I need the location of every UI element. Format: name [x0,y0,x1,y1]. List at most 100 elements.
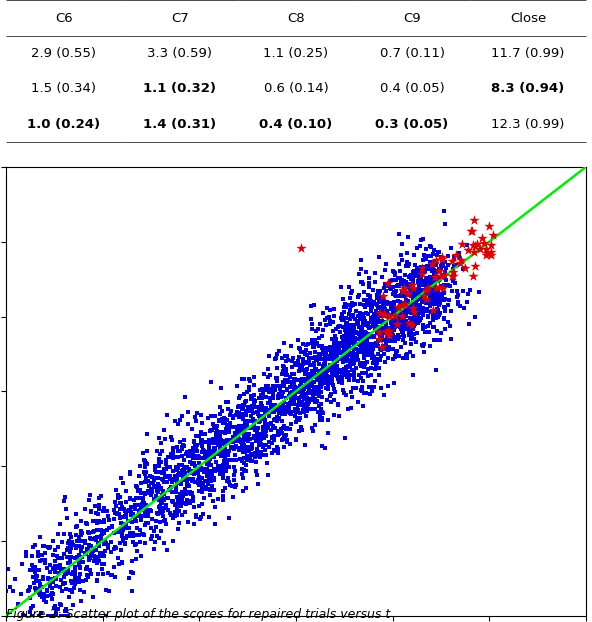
Point [376,333,385,343]
Point [239,440,249,450]
Point [408,279,417,289]
Point [341,356,350,366]
Point [361,308,371,318]
Point [198,439,207,448]
Point [110,527,119,537]
Point [257,384,266,394]
Point [379,294,388,304]
Point [279,338,289,348]
Point [403,318,413,328]
Point [120,537,130,547]
Point [325,374,334,384]
Point [341,330,350,340]
Point [433,276,443,286]
Point [385,326,394,336]
Point [302,383,311,392]
Point [405,320,414,330]
Point [403,288,412,298]
Point [193,475,202,485]
Point [405,284,414,294]
Point [118,535,128,545]
Point [301,440,310,450]
Point [342,372,352,382]
Point [161,459,170,469]
Point [188,447,198,457]
Point [443,300,453,310]
Point [213,437,222,447]
Point [193,453,202,463]
Point [162,477,172,487]
Point [345,305,355,315]
Point [407,323,417,333]
Point [223,448,232,458]
Point [314,388,324,398]
Point [442,275,451,285]
Point [47,583,56,593]
Point [339,345,349,355]
Point [236,425,245,435]
Point [406,290,415,300]
Point [447,286,456,296]
Point [401,282,410,292]
Point [331,323,340,333]
Point [316,355,326,364]
Point [315,350,324,360]
Point [94,552,103,562]
Point [343,361,352,371]
Point [274,412,283,422]
Point [422,304,432,314]
Point [279,363,289,373]
Point [205,471,214,481]
Point [329,370,339,380]
Point [255,392,264,402]
Point [386,326,395,336]
Point [175,447,185,457]
Point [210,444,220,454]
Point [374,325,383,335]
Point [278,399,288,409]
Point [140,457,149,466]
Point [155,467,165,477]
Point [339,340,348,350]
Point [118,525,128,535]
Point [395,322,404,332]
Point [363,350,372,360]
Point [184,480,193,490]
Point [163,471,172,481]
Point [436,271,446,281]
Point [66,532,76,542]
Point [392,346,401,356]
Point [280,376,289,386]
Point [224,447,234,457]
Point [426,241,435,251]
Point [298,376,307,386]
Point [405,323,414,333]
Point [121,519,131,529]
Point [359,350,369,360]
Point [314,353,323,363]
Point [78,557,88,567]
Point [204,442,214,452]
Point [214,430,223,440]
Point [337,371,347,381]
Point [250,452,260,462]
Point [342,351,352,361]
Point [356,386,365,396]
Point [143,459,152,469]
Point [166,482,175,492]
Point [272,373,281,383]
Point [210,465,219,475]
Point [53,563,62,573]
Point [460,263,469,273]
Point [49,564,58,573]
Point [413,292,423,302]
Point [149,526,159,536]
Point [407,303,416,313]
Point [388,282,397,292]
Point [368,343,378,353]
Point [152,508,162,518]
Point [320,343,330,353]
Point [384,343,393,353]
Point [371,299,381,309]
Point [21,551,31,561]
